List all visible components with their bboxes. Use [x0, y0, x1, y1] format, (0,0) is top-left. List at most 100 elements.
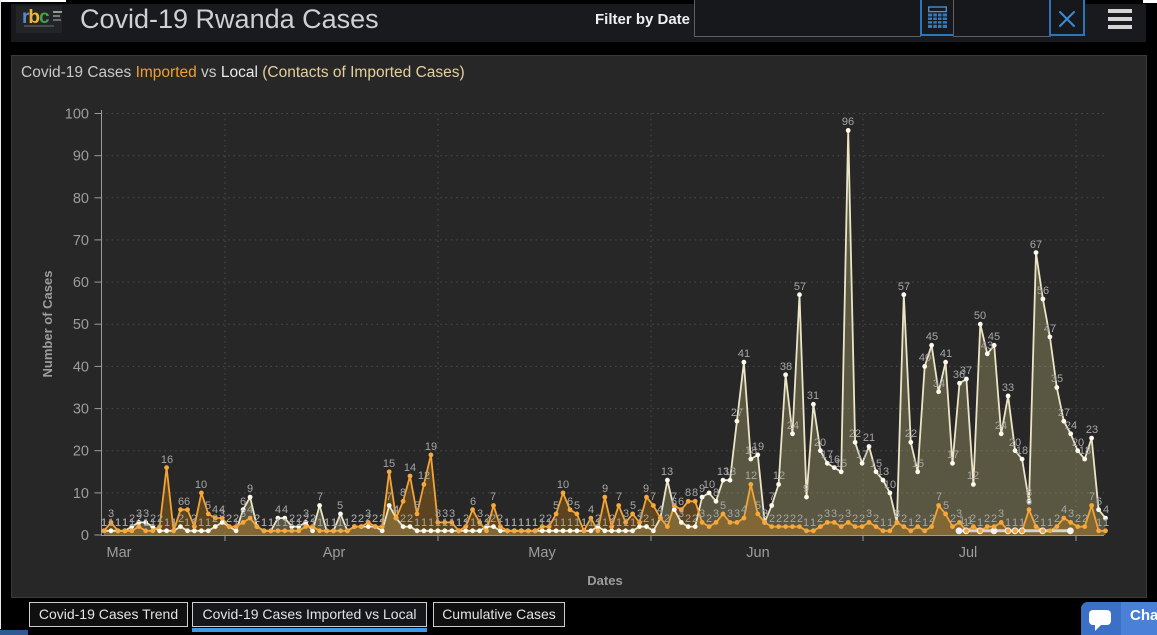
svg-text:1: 1 — [977, 517, 983, 529]
svg-text:1: 1 — [331, 517, 337, 529]
svg-text:2: 2 — [136, 513, 142, 525]
svg-text:1: 1 — [435, 517, 441, 529]
svg-text:1: 1 — [421, 517, 427, 529]
svg-text:1: 1 — [546, 517, 552, 529]
svg-text:2: 2 — [351, 513, 357, 525]
svg-text:1: 1 — [344, 517, 350, 529]
svg-text:1: 1 — [525, 517, 531, 529]
svg-text:3: 3 — [449, 508, 455, 520]
svg-text:3: 3 — [108, 508, 114, 520]
svg-text:14: 14 — [404, 462, 416, 474]
svg-text:27: 27 — [731, 407, 743, 419]
svg-text:4: 4 — [657, 504, 663, 516]
svg-text:2: 2 — [372, 513, 378, 525]
svg-text:38: 38 — [780, 361, 792, 373]
svg-text:67: 67 — [1030, 239, 1042, 251]
svg-text:2: 2 — [915, 513, 921, 525]
svg-text:1: 1 — [456, 517, 462, 529]
svg-text:3: 3 — [713, 508, 719, 520]
svg-text:1: 1 — [164, 517, 170, 529]
svg-text:1: 1 — [122, 517, 128, 529]
svg-text:13: 13 — [724, 466, 736, 478]
svg-text:27: 27 — [1058, 407, 1070, 419]
svg-text:3: 3 — [678, 508, 684, 520]
svg-text:1: 1 — [171, 517, 177, 529]
svg-text:2: 2 — [310, 513, 316, 525]
svg-text:2: 2 — [984, 513, 990, 525]
svg-text:41: 41 — [940, 348, 952, 360]
svg-text:1: 1 — [588, 517, 594, 529]
svg-text:3: 3 — [365, 508, 371, 520]
svg-text:1: 1 — [101, 517, 107, 529]
svg-text:100: 100 — [65, 107, 89, 123]
svg-text:16: 16 — [828, 454, 840, 466]
svg-text:2: 2 — [539, 513, 545, 525]
svg-text:10: 10 — [703, 479, 715, 491]
svg-text:34: 34 — [933, 378, 945, 390]
svg-text:1: 1 — [261, 517, 267, 529]
svg-text:8: 8 — [435, 508, 441, 520]
svg-text:12: 12 — [745, 470, 757, 482]
svg-text:3: 3 — [734, 508, 740, 520]
svg-text:45: 45 — [926, 331, 938, 343]
svg-text:2: 2 — [797, 513, 803, 525]
svg-text:9: 9 — [602, 483, 608, 495]
svg-text:8: 8 — [400, 487, 406, 499]
svg-text:3: 3 — [845, 508, 851, 520]
svg-text:2: 2 — [150, 513, 156, 525]
svg-text:1: 1 — [581, 517, 587, 529]
svg-text:2: 2 — [358, 513, 364, 525]
svg-text:2: 2 — [637, 513, 643, 525]
svg-text:2: 2 — [379, 513, 385, 525]
svg-text:1: 1 — [324, 517, 330, 529]
svg-text:2: 2 — [490, 513, 496, 525]
svg-text:1: 1 — [143, 517, 149, 529]
svg-text:1: 1 — [184, 517, 190, 529]
svg-text:2: 2 — [296, 513, 302, 525]
svg-text:2: 2 — [838, 513, 844, 525]
svg-text:6: 6 — [1096, 496, 1102, 508]
svg-text:2: 2 — [226, 513, 232, 525]
svg-text:2: 2 — [664, 513, 670, 525]
svg-text:1: 1 — [268, 517, 274, 529]
svg-text:2: 2 — [400, 513, 406, 525]
svg-text:2: 2 — [303, 513, 309, 525]
svg-text:9: 9 — [803, 483, 809, 495]
svg-text:10: 10 — [195, 479, 207, 491]
svg-text:1: 1 — [511, 517, 517, 529]
svg-text:3: 3 — [143, 508, 149, 520]
svg-text:1: 1 — [324, 517, 330, 529]
svg-text:18: 18 — [1016, 445, 1028, 457]
svg-text:1: 1 — [595, 517, 601, 529]
svg-text:15: 15 — [912, 458, 924, 470]
svg-text:8: 8 — [713, 487, 719, 499]
svg-text:40: 40 — [73, 359, 89, 375]
svg-text:1: 1 — [1019, 517, 1025, 529]
svg-text:3: 3 — [824, 508, 830, 520]
svg-text:2: 2 — [365, 513, 371, 525]
svg-text:1: 1 — [810, 517, 816, 529]
svg-text:4: 4 — [275, 504, 281, 516]
svg-text:3: 3 — [894, 508, 900, 520]
svg-text:2: 2 — [817, 513, 823, 525]
svg-text:1: 1 — [171, 517, 177, 529]
svg-text:4: 4 — [393, 504, 399, 516]
svg-text:1: 1 — [887, 517, 893, 529]
svg-text:15: 15 — [870, 458, 882, 470]
svg-text:16: 16 — [161, 454, 173, 466]
svg-text:20: 20 — [73, 444, 89, 460]
svg-text:1: 1 — [470, 517, 476, 529]
svg-text:23: 23 — [1086, 424, 1098, 436]
svg-text:7: 7 — [616, 491, 622, 503]
svg-text:9: 9 — [699, 483, 705, 495]
svg-text:1: 1 — [560, 517, 566, 529]
svg-text:1: 1 — [310, 517, 316, 529]
svg-text:6: 6 — [1026, 496, 1032, 508]
svg-text:3: 3 — [998, 508, 1004, 520]
svg-text:1: 1 — [553, 517, 559, 529]
svg-text:24: 24 — [787, 420, 799, 432]
svg-text:1: 1 — [477, 517, 483, 529]
svg-text:3: 3 — [477, 508, 483, 520]
svg-text:60: 60 — [73, 275, 89, 291]
svg-text:1: 1 — [289, 517, 295, 529]
